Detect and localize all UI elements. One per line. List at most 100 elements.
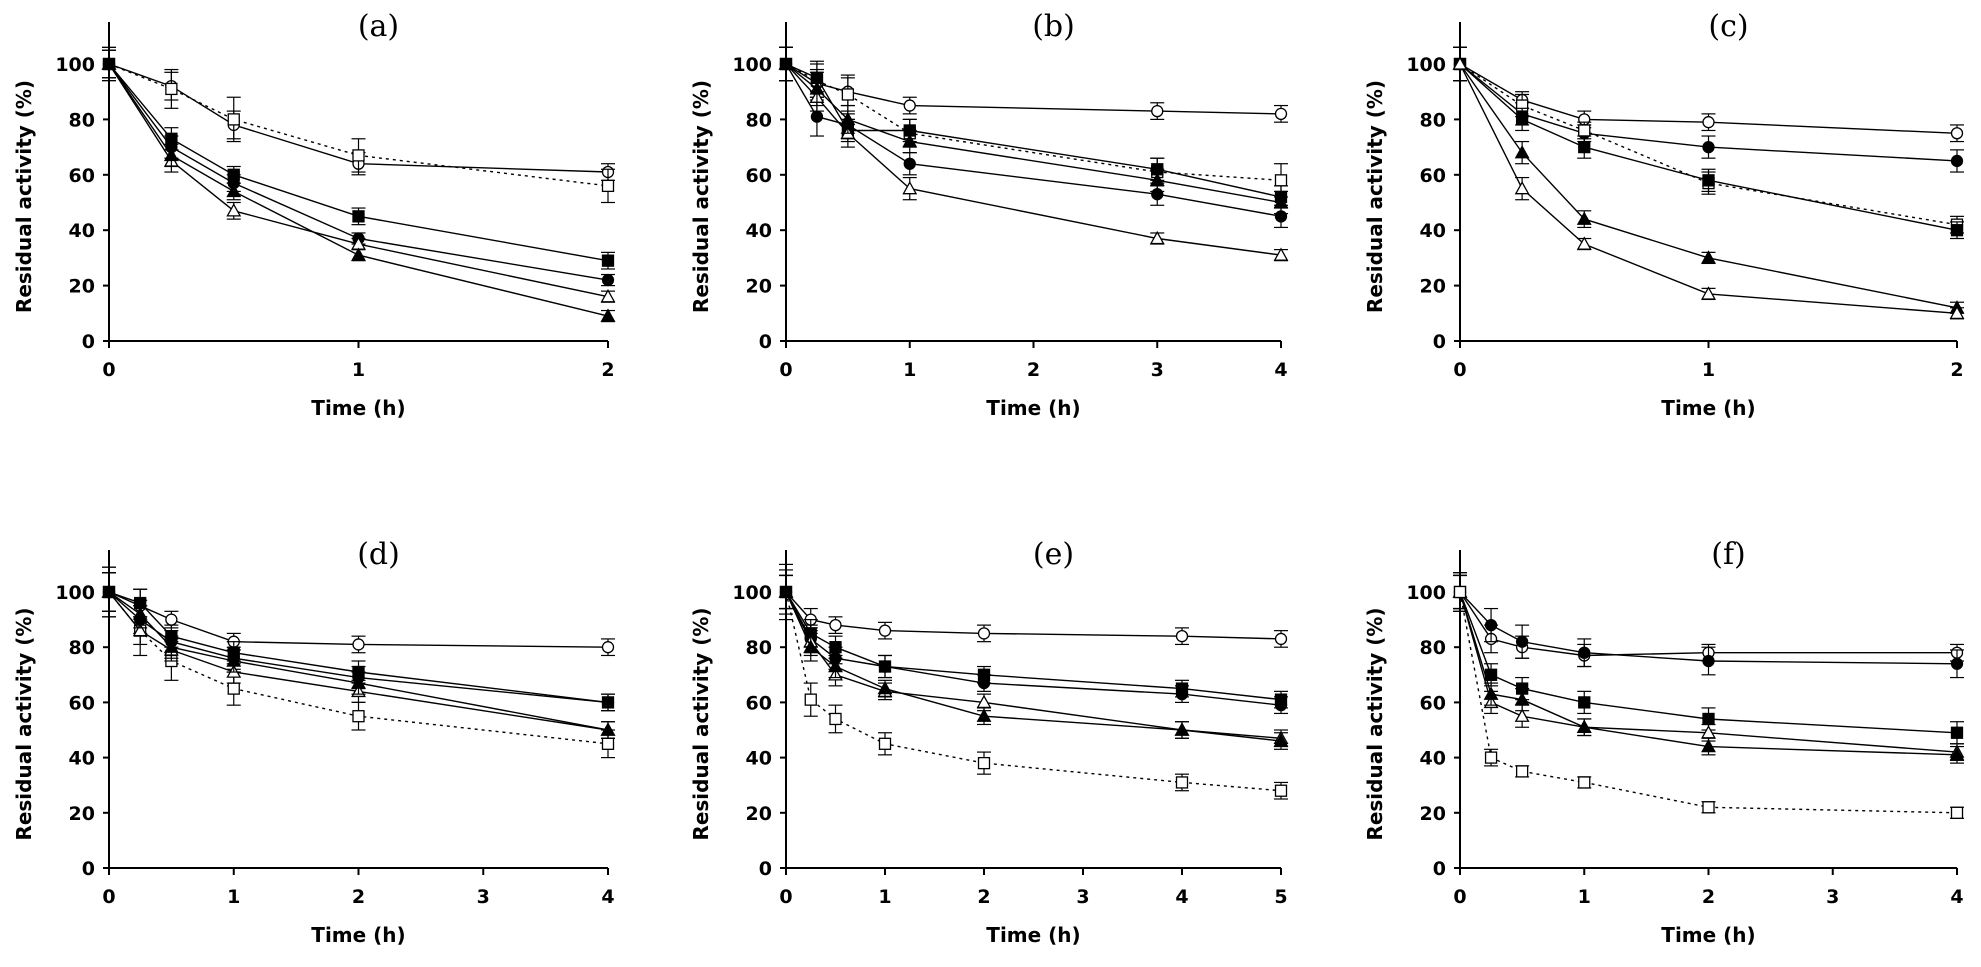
chart-title: (e) bbox=[1033, 537, 1074, 572]
chart-title: (c) bbox=[1708, 9, 1748, 44]
data-point bbox=[101, 56, 117, 70]
chart-panel: (b) 0 20 40 60 80 100 0 1 2 3 4 Time (h) Residual act… bbox=[689, 9, 1289, 420]
x-tick-label: 4 bbox=[1175, 886, 1188, 908]
y-tick-label: 40 bbox=[1420, 748, 1446, 770]
series-line bbox=[1459, 591, 1958, 665]
data-point bbox=[803, 639, 819, 653]
x-axis-label: Time (h) bbox=[1661, 923, 1755, 947]
y-axis-label: Residual activity (%) bbox=[689, 607, 713, 840]
series-line bbox=[785, 63, 1282, 198]
data-point bbox=[1274, 174, 1288, 187]
data-point bbox=[977, 676, 991, 690]
data-point bbox=[902, 133, 918, 148]
data-point bbox=[829, 618, 842, 632]
data-point bbox=[352, 149, 365, 162]
data-series bbox=[101, 49, 616, 303]
series-line bbox=[785, 63, 1282, 204]
y-tick-label: 100 bbox=[732, 54, 772, 76]
data-series bbox=[101, 49, 616, 323]
x-tick-label: 1 bbox=[903, 359, 916, 381]
data-series bbox=[779, 46, 1288, 123]
data-point bbox=[1175, 630, 1189, 643]
y-tick-label: 40 bbox=[746, 748, 772, 770]
series-line bbox=[785, 591, 1282, 739]
y-tick-label: 80 bbox=[746, 109, 772, 131]
data-point bbox=[226, 653, 242, 667]
data-point bbox=[1701, 286, 1716, 300]
data-point bbox=[1950, 726, 1964, 739]
series-line bbox=[1459, 591, 1958, 756]
data-point bbox=[601, 641, 615, 654]
x-tick-label: 2 bbox=[1702, 886, 1715, 908]
data-point bbox=[1702, 140, 1715, 154]
x-tick-label: 2 bbox=[977, 886, 990, 908]
data-point bbox=[1514, 144, 1530, 159]
data-series bbox=[1453, 574, 1964, 819]
x-tick-label: 1 bbox=[352, 359, 365, 381]
y-tick-label: 0 bbox=[82, 858, 95, 880]
y-tick-label: 0 bbox=[1433, 858, 1446, 880]
y-tick-label: 100 bbox=[55, 54, 95, 76]
series-line bbox=[108, 591, 609, 745]
x-tick-label: 1 bbox=[1702, 359, 1715, 381]
series-line bbox=[108, 63, 609, 187]
data-point bbox=[1273, 194, 1289, 209]
data-point bbox=[1484, 668, 1498, 681]
data-point bbox=[601, 737, 615, 750]
data-point bbox=[1950, 224, 1964, 237]
y-tick-label: 20 bbox=[69, 276, 95, 298]
data-point bbox=[1702, 801, 1715, 814]
y-tick-label: 60 bbox=[69, 692, 95, 714]
data-point bbox=[1578, 124, 1591, 137]
data-series bbox=[1452, 574, 1965, 764]
data-point bbox=[226, 203, 242, 217]
y-tick-label: 40 bbox=[1420, 220, 1446, 242]
x-tick-label: 3 bbox=[1076, 886, 1089, 908]
data-point bbox=[1453, 585, 1467, 599]
data-point bbox=[841, 88, 855, 101]
data-point bbox=[601, 273, 615, 287]
x-tick-label: 5 bbox=[1274, 886, 1287, 908]
series-line bbox=[785, 591, 1282, 640]
x-axis-label: Time (h) bbox=[1661, 396, 1755, 420]
data-point bbox=[165, 613, 178, 626]
y-tick-label: 60 bbox=[69, 165, 95, 187]
y-tick-label: 40 bbox=[69, 220, 95, 242]
data-point bbox=[1452, 56, 1468, 70]
data-point bbox=[1949, 747, 1965, 761]
x-tick-label: 2 bbox=[601, 359, 614, 381]
data-point bbox=[600, 722, 616, 736]
series-line bbox=[1459, 591, 1958, 753]
data-point bbox=[227, 113, 240, 126]
data-point bbox=[163, 639, 179, 653]
data-point bbox=[1149, 172, 1165, 187]
data-point bbox=[227, 682, 240, 695]
data-series bbox=[778, 46, 1289, 262]
y-tick-label: 0 bbox=[82, 331, 95, 353]
x-tick-label: 1 bbox=[1578, 886, 1591, 908]
data-point bbox=[1484, 751, 1498, 764]
data-point bbox=[601, 254, 615, 267]
data-point bbox=[1578, 646, 1591, 659]
data-point bbox=[878, 737, 892, 750]
data-point bbox=[878, 660, 892, 673]
y-axis-label: Residual activity (%) bbox=[689, 80, 713, 313]
x-tick-label: 3 bbox=[477, 886, 490, 908]
data-point bbox=[1483, 686, 1499, 700]
data-point bbox=[1274, 632, 1288, 646]
data-point bbox=[1175, 687, 1189, 701]
series-line bbox=[1459, 591, 1957, 657]
x-axis-label: Time (h) bbox=[986, 923, 1080, 947]
x-tick-label: 3 bbox=[1151, 359, 1164, 381]
data-point bbox=[1149, 230, 1165, 245]
y-tick-label: 100 bbox=[1406, 582, 1446, 604]
y-axis-label: Residual activity (%) bbox=[12, 80, 36, 313]
y-tick-label: 80 bbox=[69, 637, 95, 659]
data-point bbox=[1702, 174, 1715, 187]
y-tick-label: 60 bbox=[746, 692, 772, 714]
data-point bbox=[778, 56, 794, 70]
data-series bbox=[1453, 46, 1964, 173]
data-series bbox=[778, 574, 1289, 750]
chart-title: (a) bbox=[358, 9, 399, 44]
